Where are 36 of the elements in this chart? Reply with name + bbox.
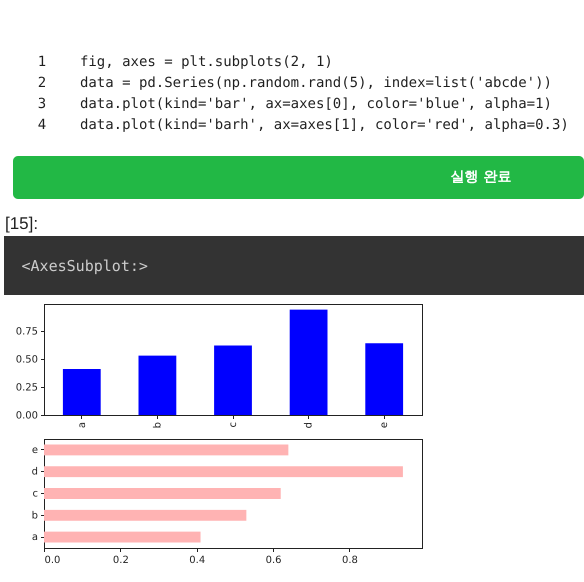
y-tick-label: e (32, 444, 38, 456)
y-tick-label: d (32, 466, 38, 478)
bar (365, 343, 404, 415)
bar (214, 345, 252, 415)
text: 3 data.plot(kind='bar', ax=axes[0], color='blue', alpha=1) (38, 96, 552, 112)
bar (62, 369, 101, 415)
bar (44, 444, 288, 456)
bar (44, 466, 403, 478)
y-tick-label: 0.00 (16, 410, 38, 422)
text: 4 data.plot(kind='barh', ax=axes[1], color='red', alpha=0.3) (38, 117, 569, 133)
x-tick-label: 0.4 (189, 555, 206, 566)
y-tick-label: b (32, 510, 38, 522)
bar (44, 510, 246, 521)
y-tick-label: c (32, 488, 38, 500)
x-tick-label: 0.0 (44, 555, 60, 566)
text: [15]: (5, 214, 38, 233)
x-tick-label: d (304, 422, 315, 428)
y-tick-label: a (32, 532, 38, 544)
bar (44, 532, 201, 543)
text: 2 data = pd.Series(np.random.rand(5), index=list('abcde')) (38, 75, 552, 91)
x-tick-label: 0.6 (266, 555, 282, 566)
bar (290, 310, 328, 415)
x-tick-label: c (228, 422, 239, 428)
text: 실행 완료 (450, 169, 512, 185)
x-tick-label: 0.8 (342, 555, 358, 566)
y-tick-label: 0.50 (16, 354, 38, 366)
y-tick-label: 0.25 (16, 382, 38, 394)
x-tick-label: b (152, 422, 164, 428)
x-tick-label: 0.2 (112, 555, 129, 566)
text: <AxesSubplot:> (22, 257, 148, 275)
x-tick-label: a (76, 422, 88, 428)
x-tick-label: e (379, 422, 390, 428)
bar (44, 488, 281, 499)
text: 1 fig, axes = plt.subplots(2, 1) (38, 54, 333, 70)
bar (138, 356, 176, 415)
y-tick-label: 0.75 (16, 326, 38, 338)
